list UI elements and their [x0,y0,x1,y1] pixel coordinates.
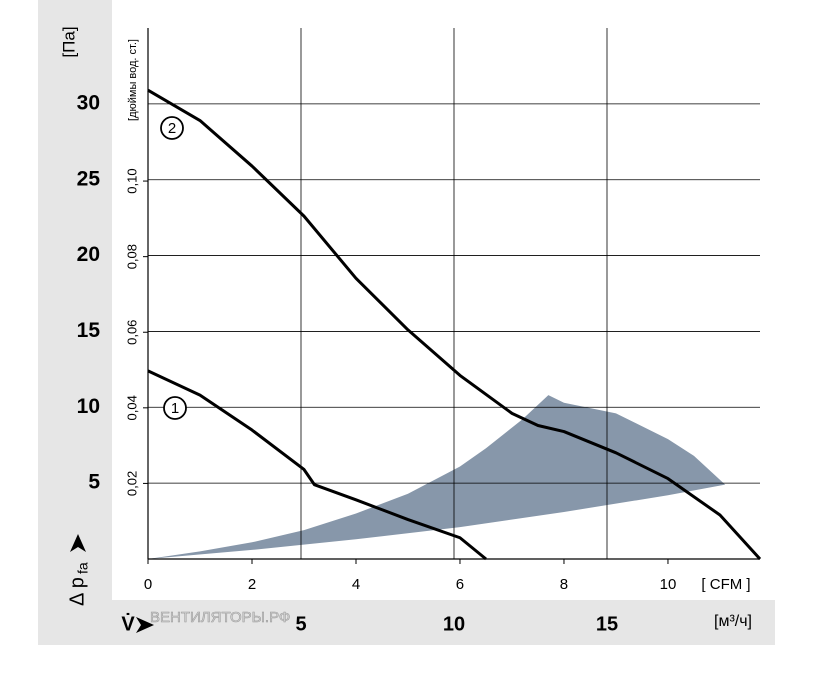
x-tick-label: 8 [560,576,568,593]
y-axis-title-main: Δ p [66,577,88,606]
y2-tick-label: 0,10 [124,168,139,193]
bottom-band [38,600,775,645]
x-tick-label: 6 [456,576,464,593]
x-tick-label: 10 [660,576,677,593]
x2-tick-label: 15 [596,613,618,635]
arrow [136,617,154,633]
y-tick-label: 20 [77,243,100,266]
x2-label: [м³/ч] [714,613,752,630]
curve-label: 1 [171,400,179,417]
y-tick-label: 15 [77,319,101,342]
fan-curve [147,369,487,561]
watermark: ВЕНТИЛЯТОРЫ.РФ [150,609,290,626]
x-tick-label: 4 [352,576,360,593]
arrow [70,534,86,552]
operating-region [148,395,726,559]
y2-label: [дюймы вод. ст.] [127,39,139,121]
x-label: [ CFM ] [701,576,750,593]
curve-label: 2 [168,120,176,137]
y-tick-label: 30 [77,91,100,114]
y2-tick-label: 0,02 [124,471,139,496]
left-band [38,0,112,600]
curve-label-circle [160,116,184,140]
y-tick-label: 25 [77,167,101,190]
x2-tick-label: 5 [295,613,306,635]
y-axis-title-sub: fa [75,562,91,574]
fan-curve [147,88,762,561]
y2-tick-label: 0,06 [124,320,139,345]
x2-axis-title: V̇ [121,611,135,635]
y2-tick-label: 0,08 [124,244,139,269]
y-tick-label: 5 [88,471,100,494]
x2-tick-label: 10 [443,613,465,635]
y2-tick-label: 0,04 [124,395,139,420]
y-tick-label: 10 [77,395,100,418]
x-tick-label: 0 [144,576,152,593]
x-tick-label: 2 [248,576,256,593]
y-label: [Па] [59,26,78,57]
y-axis-title: Δ p fa [66,534,91,606]
curve-label-circle [163,396,187,420]
